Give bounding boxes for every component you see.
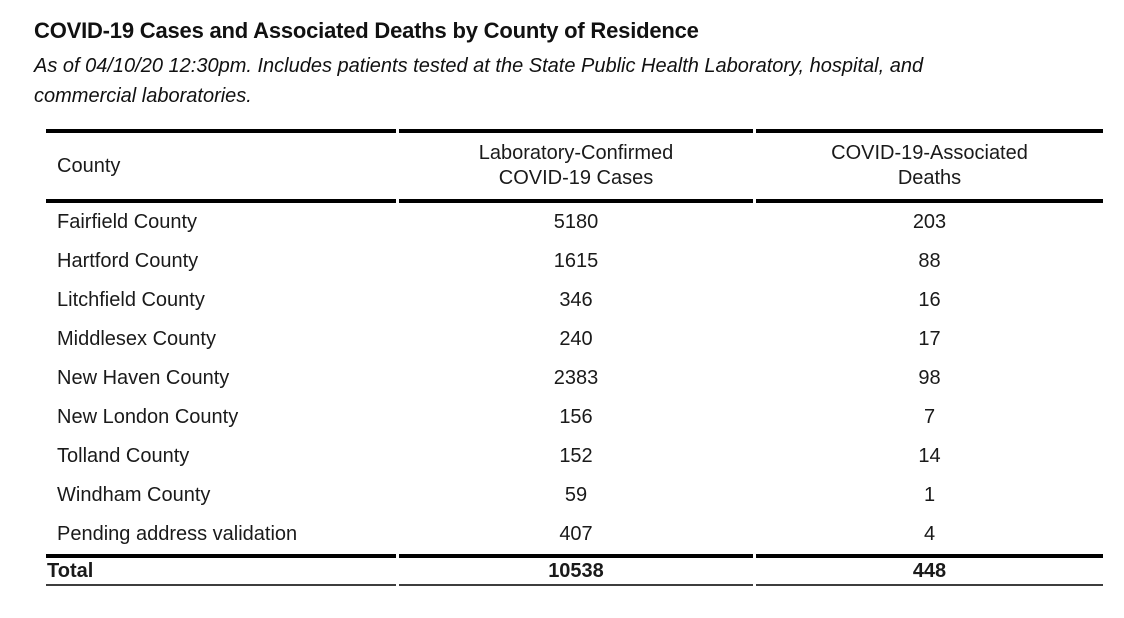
table-row: Middlesex County 240 17 [46, 320, 1103, 359]
cell-deaths: 16 [918, 289, 941, 311]
cell-cases: 59 [564, 484, 588, 506]
total-row: Total 10538 448 [46, 554, 1103, 586]
subtitle-line-2: commercial laboratories. [34, 85, 252, 107]
column-header-deaths: COVID-19-Associated Deaths [756, 129, 1103, 203]
page-title: COVID-19 Cases and Associated Deaths by … [34, 18, 699, 43]
table-row: Pending address validation 407 4 [46, 515, 1103, 554]
document-page: COVID-19 Cases and Associated Deaths by … [34, 18, 1124, 586]
cell-cases: 1615 [553, 250, 599, 272]
total-deaths: 448 [756, 554, 1103, 586]
cell-county: Hartford County [57, 250, 199, 272]
table-row: Fairfield County 5180 203 [46, 203, 1103, 242]
column-header-county: County [46, 129, 396, 203]
cell-county: Windham County [57, 484, 211, 506]
table-row: New London County 156 7 [46, 398, 1103, 437]
cell-county: New Haven County [57, 367, 230, 389]
covid-county-table: County Laboratory-Confirmed COVID-19 Cas… [43, 129, 1106, 586]
cell-deaths: 98 [918, 367, 941, 389]
cell-county: Fairfield County [57, 211, 198, 233]
total-label: Total [46, 554, 396, 586]
cell-county: Middlesex County [57, 328, 216, 350]
table-row: Tolland County 152 14 [46, 437, 1103, 476]
column-header-cases: Laboratory-Confirmed COVID-19 Cases [399, 129, 753, 203]
table-row: Litchfield County 346 16 [46, 281, 1103, 320]
cell-deaths: 203 [912, 211, 947, 233]
subtitle-line-1: As of 04/10/20 12:30pm. Includes patient… [34, 55, 924, 77]
cell-deaths: 4 [923, 523, 936, 545]
cell-county: Litchfield County [57, 289, 205, 311]
cell-cases: 5180 [553, 211, 599, 233]
total-cases: 10538 [399, 554, 753, 586]
table-row: Windham County 59 1 [46, 476, 1103, 515]
table-row: Hartford County 1615 88 [46, 242, 1103, 281]
cell-deaths: 17 [918, 328, 941, 350]
table-row: New Haven County 2383 98 [46, 359, 1103, 398]
cell-deaths: 7 [923, 406, 936, 428]
cell-deaths: 1 [923, 484, 936, 506]
cell-cases: 2383 [553, 367, 599, 389]
cell-county: New London County [57, 406, 239, 428]
cell-county: Tolland County [57, 445, 190, 467]
cell-deaths: 88 [918, 250, 941, 272]
cell-cases: 152 [559, 445, 593, 467]
page-subtitle: As of 04/10/20 12:30pm. Includes patient… [34, 51, 1124, 111]
header-row: County Laboratory-Confirmed COVID-19 Cas… [46, 129, 1103, 203]
cell-cases: 240 [559, 328, 593, 350]
cell-cases: 156 [559, 406, 593, 428]
table-body: Fairfield County 5180 203 Hartford Count… [46, 203, 1103, 586]
cell-cases: 407 [559, 523, 593, 545]
cell-deaths: 14 [918, 445, 941, 467]
cell-county: Pending address validation [57, 523, 298, 545]
cell-cases: 346 [559, 289, 593, 311]
table-header: County Laboratory-Confirmed COVID-19 Cas… [46, 129, 1103, 203]
